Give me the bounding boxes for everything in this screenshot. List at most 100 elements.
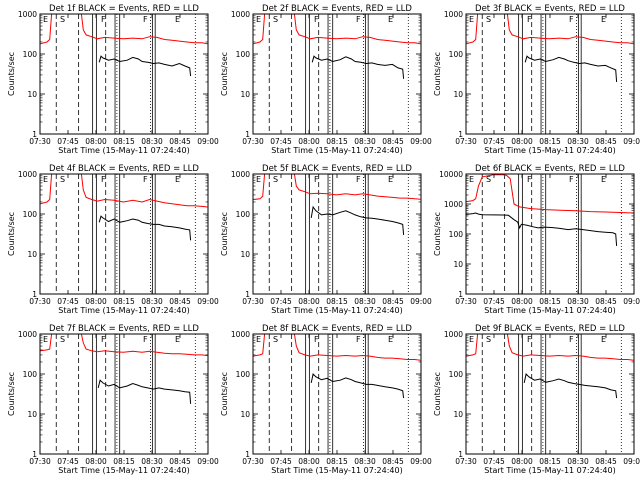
panel-det-5f: Det 5f BLACK = Events, RED = LLD Counts/s…: [220, 164, 432, 315]
x-tick-label: 09:00: [410, 137, 432, 146]
x-tick-label: 09:00: [410, 297, 432, 306]
x-tick-label: 08:45: [595, 457, 617, 466]
x-tick-label: 08:15: [113, 457, 135, 466]
x-axis-label: Start Time (15-May-11 07:24:40): [484, 306, 615, 315]
panel-det-3f: Det 3f BLACK = Events, RED = LLD Counts/s…: [433, 4, 640, 155]
interval-marker-label: F: [101, 15, 106, 24]
y-tick-label: 1: [245, 450, 250, 459]
panel-det-1f: Det 1f BLACK = Events, RED = LLD Counts/s…: [7, 4, 219, 155]
plot-frame: [39, 173, 209, 295]
y-tick-label: 100: [23, 50, 38, 59]
panel-title: Det 1f BLACK = Events, RED = LLD: [49, 4, 199, 14]
x-axis-label: Start Time (15-May-11 07:24:40): [58, 146, 189, 155]
x-tick-label: 09:00: [197, 137, 219, 146]
x-tick-label: 08:30: [354, 137, 376, 146]
plot-frame: [252, 173, 422, 295]
x-tick-label: 09:00: [623, 457, 640, 466]
y-tick-label: 1000: [231, 10, 250, 19]
x-tick-label: 07:30: [455, 137, 477, 146]
y-tick-label: 10: [27, 90, 37, 99]
panel-det-2f: Det 2f BLACK = Events, RED = LLD Counts/s…: [220, 4, 432, 155]
interval-marker-label: F: [527, 15, 532, 24]
interval-marker-label: F: [569, 15, 574, 24]
panel-title: Det 3f BLACK = Events, RED = LLD: [475, 4, 625, 14]
y-axis-label: Counts/sec: [7, 212, 16, 256]
y-tick-label: 1000: [444, 10, 463, 19]
plot-frame: [252, 333, 422, 455]
x-tick-label: 07:45: [270, 297, 292, 306]
panel-title: Det 9f BLACK = Events, RED = LLD: [475, 324, 625, 334]
x-tick-label: 07:30: [242, 137, 264, 146]
panel-det-7f: Det 7f BLACK = Events, RED = LLD Counts/s…: [7, 324, 219, 475]
interval-marker-label: F: [314, 15, 319, 24]
interval-marker-label: F: [314, 175, 319, 184]
plot-frame: [39, 13, 209, 135]
x-tick-label: 08:45: [169, 297, 191, 306]
x-tick-label: 08:30: [567, 297, 589, 306]
x-tick-label: 07:30: [455, 457, 477, 466]
interval-marker-label: S: [60, 175, 65, 184]
x-tick-label: 07:45: [57, 457, 79, 466]
x-tick-label: 07:45: [483, 297, 505, 306]
interval-marker-label: E: [43, 175, 48, 184]
x-tick-label: 07:45: [483, 457, 505, 466]
interval-marker-label: E: [388, 175, 393, 184]
x-tick-label: 08:15: [539, 137, 561, 146]
interval-marker-label: E: [388, 335, 393, 344]
y-tick-label: 100: [23, 210, 38, 219]
interval-marker-label: S: [273, 335, 278, 344]
events-line: [310, 205, 405, 235]
lld-line: [40, 13, 208, 45]
interval-marker-label: F: [569, 175, 574, 184]
y-axis-label: Counts/sec: [7, 52, 16, 96]
x-axis-label: Start Time (15-May-11 07:24:40): [58, 466, 189, 475]
interval-marker-label: F: [101, 175, 106, 184]
y-tick-label: 10: [27, 410, 37, 419]
y-axis-label: Counts/sec: [433, 52, 442, 96]
events-line: [524, 55, 618, 83]
y-tick-label: 10: [240, 250, 250, 259]
y-tick-label: 10: [240, 90, 250, 99]
y-tick-label: 1000: [444, 330, 463, 339]
x-tick-label: 08:30: [354, 297, 376, 306]
y-tick-label: 1000: [231, 330, 250, 339]
x-tick-label: 07:30: [455, 297, 477, 306]
interval-marker-label: E: [43, 335, 48, 344]
y-tick-label: 100: [449, 230, 464, 239]
x-tick-label: 07:30: [29, 297, 51, 306]
x-tick-label: 08:00: [85, 137, 107, 146]
y-tick-label: 1000: [18, 170, 37, 179]
x-tick-label: 08:30: [567, 457, 589, 466]
events-line: [97, 379, 192, 404]
interval-marker-label: E: [601, 175, 606, 184]
interval-marker-label: F: [143, 15, 148, 24]
y-tick-label: 10: [453, 260, 463, 269]
y-tick-label: 100: [236, 370, 251, 379]
lld-line: [40, 173, 208, 208]
x-tick-label: 08:45: [382, 137, 404, 146]
interval-marker-label: E: [388, 15, 393, 24]
x-tick-label: 07:30: [29, 137, 51, 146]
interval-marker-label: E: [601, 335, 606, 344]
interval-marker-label: F: [527, 175, 532, 184]
x-tick-label: 08:00: [511, 297, 533, 306]
y-axis-label: Counts/sec: [433, 372, 442, 416]
y-tick-label: 100: [236, 210, 251, 219]
y-tick-label: 1: [32, 450, 37, 459]
y-tick-label: 10000: [439, 170, 463, 179]
events-line: [523, 372, 618, 399]
y-tick-label: 1: [458, 290, 463, 299]
x-tick-label: 08:45: [382, 297, 404, 306]
interval-marker-label: F: [356, 15, 361, 24]
panel-title: Det 7f BLACK = Events, RED = LLD: [49, 324, 199, 334]
y-tick-label: 1000: [18, 330, 37, 339]
interval-marker-label: E: [175, 15, 180, 24]
x-tick-label: 09:00: [623, 297, 640, 306]
y-axis-label: Counts/sec: [7, 372, 16, 416]
x-tick-label: 08:45: [595, 137, 617, 146]
x-tick-label: 07:30: [242, 457, 264, 466]
x-axis-label: Start Time (15-May-11 07:24:40): [58, 306, 189, 315]
x-tick-label: 08:30: [141, 457, 163, 466]
y-tick-label: 1000: [231, 170, 250, 179]
